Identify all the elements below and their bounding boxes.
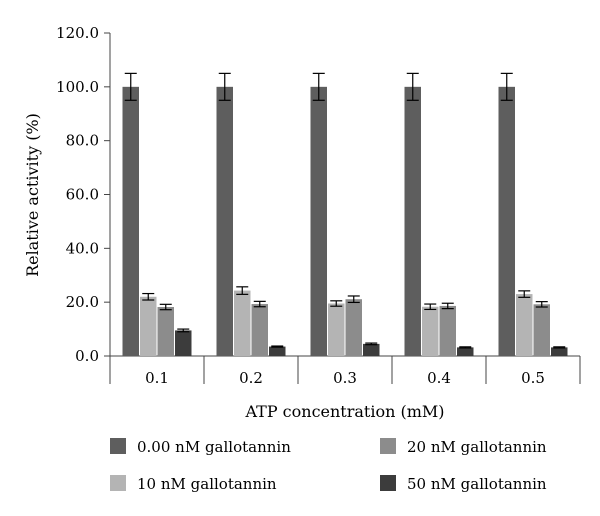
bar	[422, 306, 439, 356]
bar	[140, 296, 157, 356]
y-tick-label: 80.0	[66, 132, 99, 150]
legend-label: 20 nM gallotannin	[407, 438, 547, 456]
bar	[439, 305, 456, 356]
bar	[216, 86, 233, 356]
legend: 0.00 nM gallotannin 10 nM gallotannin 20 n…	[110, 438, 547, 493]
bar	[516, 294, 533, 356]
x-tick-label: 0.2	[239, 369, 263, 387]
bar	[457, 347, 474, 356]
legend-label: 10 nM gallotannin	[137, 475, 277, 493]
legend-swatch	[380, 438, 396, 454]
bar	[234, 290, 251, 356]
x-tick-label: 0.5	[521, 369, 545, 387]
x-axis-title: ATP concentration (mM)	[244, 402, 444, 421]
x-tick-label: 0.4	[427, 369, 451, 387]
bar	[345, 299, 362, 356]
x-tick-label: 0.3	[333, 369, 357, 387]
bar	[175, 330, 192, 356]
legend-label: 0.00 nM gallotannin	[137, 438, 291, 456]
bar	[533, 304, 550, 356]
legend-swatch	[380, 475, 396, 491]
legend-label: 50 nM gallotannin	[407, 475, 547, 493]
bar	[122, 86, 139, 356]
bar	[363, 343, 380, 356]
y-tick-label: 100.0	[56, 78, 99, 96]
legend-swatch	[110, 475, 126, 491]
x-tick-label: 0.1	[145, 369, 169, 387]
y-tick-label: 20.0	[66, 293, 99, 311]
bar	[157, 307, 174, 356]
bar	[251, 304, 268, 356]
y-tick-label: 40.0	[66, 239, 99, 257]
legend-swatch	[110, 438, 126, 454]
bar	[328, 303, 345, 356]
y-axis-title: Relative activity (%)	[23, 113, 42, 277]
bar	[404, 86, 421, 356]
y-tick-label: 0.0	[75, 347, 99, 365]
bar	[498, 86, 515, 356]
bar	[310, 86, 327, 356]
plot-area: 0.0 20.0 40.0 60.0 80.0 100.0 120.0 0.1 0.2 0.3 0.…	[56, 24, 581, 387]
y-tick-label: 120.0	[56, 24, 99, 42]
bar	[269, 346, 286, 356]
y-tick-label: 60.0	[66, 186, 99, 204]
bar	[551, 347, 568, 356]
